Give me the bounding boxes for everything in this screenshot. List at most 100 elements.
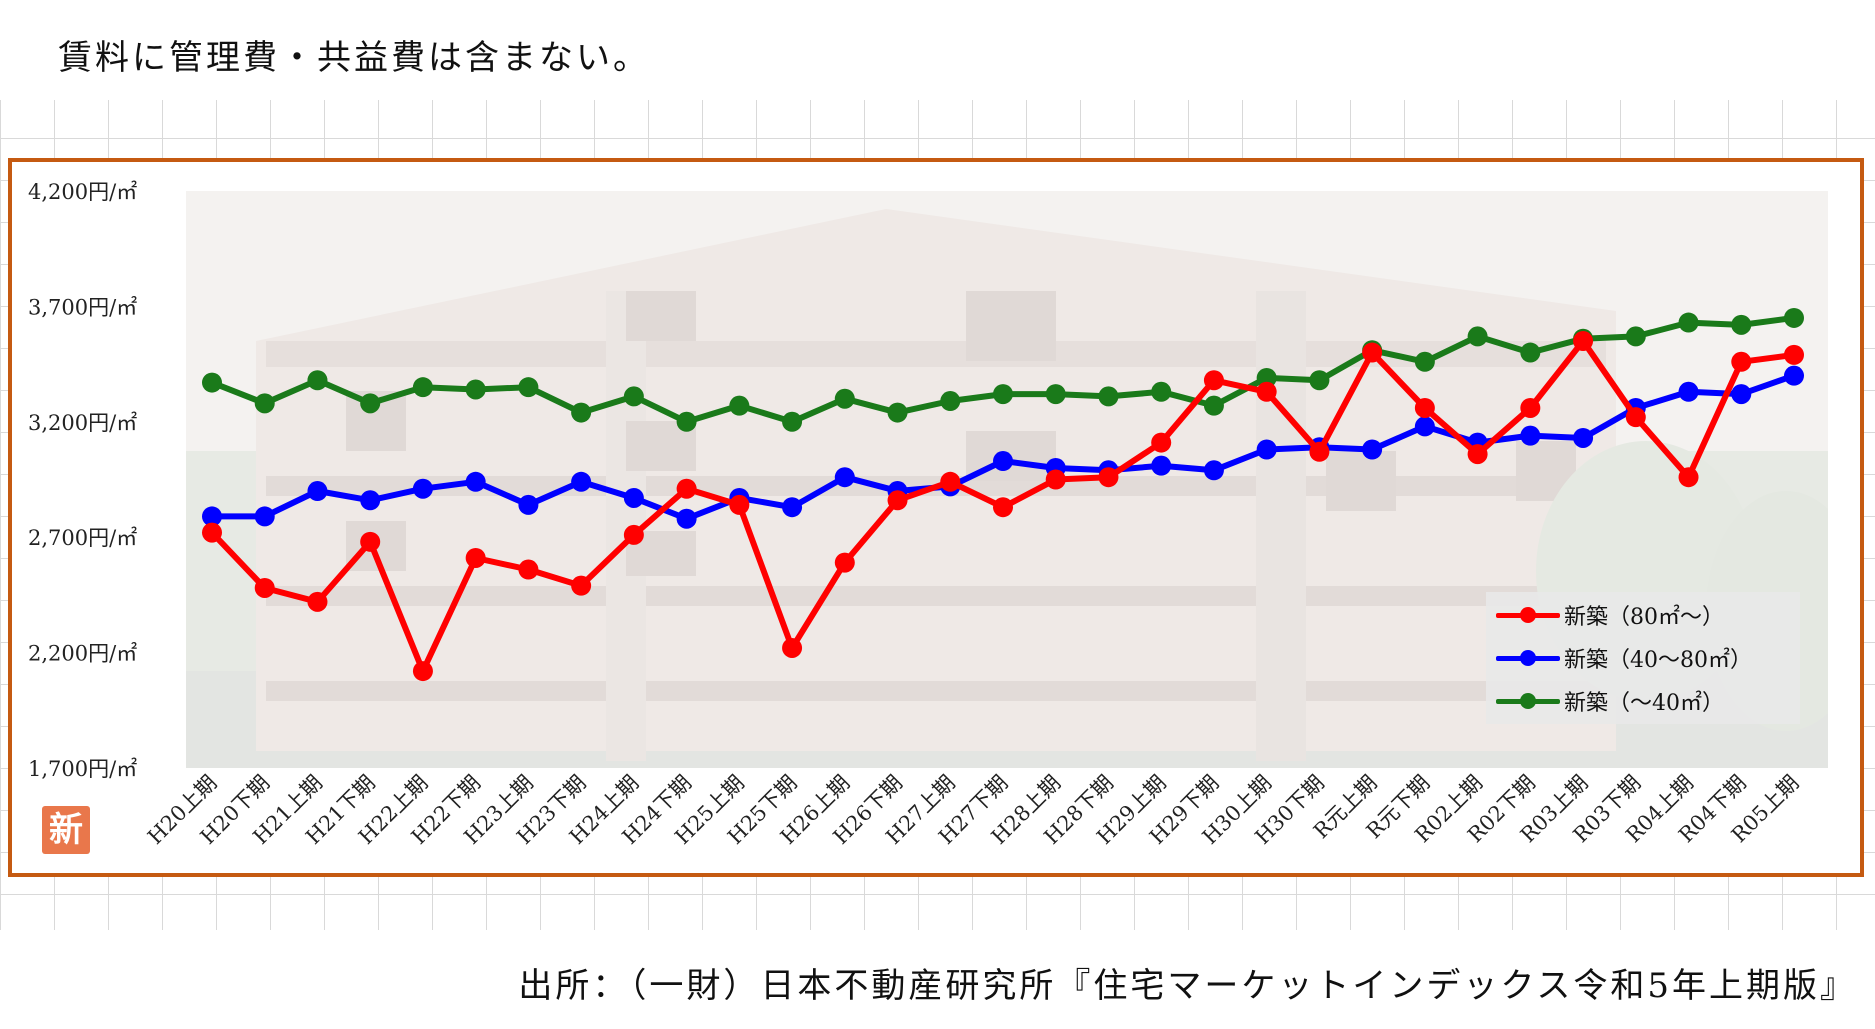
data-point <box>1309 441 1330 462</box>
data-point <box>571 402 592 423</box>
data-point <box>676 478 697 499</box>
y-tick-label: 3,700円/㎡ <box>28 295 137 319</box>
data-point <box>1784 365 1804 386</box>
data-point <box>412 661 433 682</box>
data-point <box>1467 444 1488 465</box>
data-point <box>202 522 222 543</box>
y-tick-label: 2,200円/㎡ <box>28 642 137 666</box>
header-band <box>0 0 1875 100</box>
data-point <box>676 508 697 529</box>
shin-badge-logo: 新 <box>42 806 90 854</box>
data-point <box>1784 344 1804 365</box>
data-point <box>360 531 381 552</box>
legend-swatch-green <box>1496 684 1560 718</box>
data-point <box>782 637 803 658</box>
data-point <box>834 388 855 409</box>
data-point <box>1731 351 1752 372</box>
chart-legend: 新築（80㎡～） 新築（40～80㎡） 新築（～40㎡） <box>1486 592 1800 724</box>
data-point <box>360 490 381 511</box>
data-point <box>1203 460 1224 481</box>
footer-band <box>0 930 1875 1029</box>
data-point <box>782 411 803 432</box>
data-point <box>993 451 1013 472</box>
data-point <box>1678 381 1699 402</box>
data-point <box>518 494 539 515</box>
data-point <box>1573 427 1594 448</box>
data-point <box>834 467 855 488</box>
y-tick-label: 2,700円/㎡ <box>28 526 137 550</box>
y-tick-label: 4,200円/㎡ <box>28 180 137 204</box>
data-point <box>1045 384 1066 405</box>
rent-note: 賃料に管理費・共益費は含まない。 <box>58 38 650 78</box>
data-point <box>1098 467 1119 488</box>
legend-item-green: 新築（～40㎡） <box>1496 684 1724 718</box>
data-point <box>360 393 381 414</box>
data-point <box>782 497 803 518</box>
data-point <box>940 391 961 412</box>
data-point <box>1467 326 1488 347</box>
data-point <box>887 402 908 423</box>
y-tick-label: 3,200円/㎡ <box>28 411 137 435</box>
data-point <box>518 559 539 580</box>
data-point <box>307 591 328 612</box>
data-point <box>254 393 275 414</box>
legend-swatch-blue <box>1496 641 1560 675</box>
data-point <box>729 494 750 515</box>
data-point <box>254 506 275 527</box>
legend-label-red: 新築（80㎡～） <box>1564 605 1724 630</box>
data-point <box>1414 351 1435 372</box>
legend-swatch-red <box>1496 598 1560 632</box>
data-point <box>1520 342 1541 363</box>
data-point <box>307 481 328 502</box>
data-point <box>1256 381 1277 402</box>
data-point <box>1678 312 1699 333</box>
data-point <box>518 377 539 398</box>
source-citation: 出所：（一財）日本不動産研究所『住宅マーケットインデックス令和5年上期版』 <box>518 966 1857 1006</box>
data-point <box>729 395 750 416</box>
data-point <box>1045 469 1066 490</box>
data-point <box>202 372 222 393</box>
data-point <box>254 577 275 598</box>
data-point <box>623 386 644 407</box>
legend-item-blue: 新築（40～80㎡） <box>1496 641 1752 675</box>
data-point <box>993 384 1013 405</box>
data-point <box>465 379 486 400</box>
data-point <box>1098 386 1119 407</box>
y-tick-label: 1,700円/㎡ <box>28 757 137 781</box>
data-point <box>834 552 855 573</box>
data-point <box>1256 367 1277 388</box>
data-point <box>571 471 592 492</box>
data-point <box>1625 326 1646 347</box>
data-point <box>1784 307 1804 328</box>
data-point <box>1520 425 1541 446</box>
legend-label-green: 新築（～40㎡） <box>1564 691 1724 716</box>
data-point <box>412 377 433 398</box>
data-point <box>1520 397 1541 418</box>
data-point <box>307 370 328 391</box>
data-point <box>412 478 433 499</box>
data-point <box>887 490 908 511</box>
data-point <box>1678 467 1699 488</box>
data-point <box>1625 407 1646 428</box>
data-point <box>940 471 961 492</box>
data-point <box>202 506 222 527</box>
data-point <box>465 547 486 568</box>
data-point <box>1203 395 1224 416</box>
data-point <box>1573 331 1594 352</box>
data-point <box>1151 381 1172 402</box>
data-point <box>1203 370 1224 391</box>
data-point <box>1731 384 1752 405</box>
data-point <box>1362 439 1383 460</box>
data-point <box>1151 455 1172 476</box>
data-point <box>676 411 697 432</box>
data-point <box>623 524 644 545</box>
data-point <box>465 471 486 492</box>
data-point <box>571 575 592 596</box>
legend-label-blue: 新築（40～80㎡） <box>1564 648 1752 673</box>
data-point <box>1256 439 1277 460</box>
data-point <box>1151 432 1172 453</box>
data-point <box>1362 342 1383 363</box>
data-point <box>1414 397 1435 418</box>
data-point <box>1309 370 1330 391</box>
